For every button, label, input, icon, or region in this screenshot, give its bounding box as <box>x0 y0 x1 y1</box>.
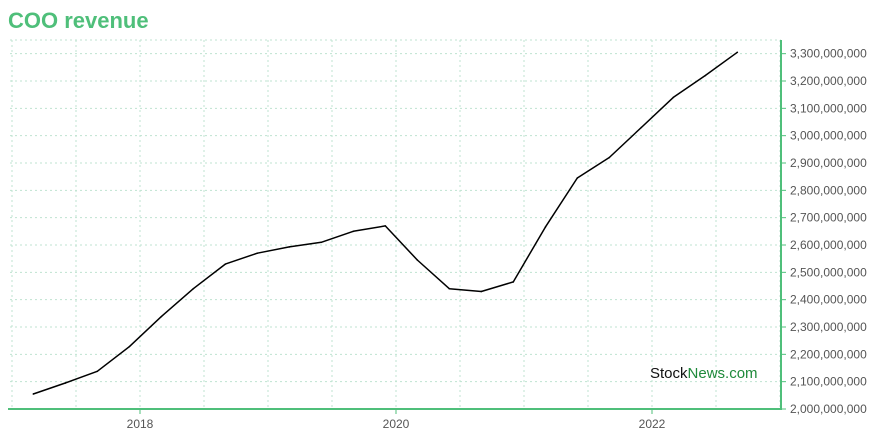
data-point <box>608 156 611 159</box>
y-tick-label: 2,100,000,000 <box>790 375 867 389</box>
data-point <box>288 246 291 248</box>
data-point <box>352 230 355 233</box>
watermark-logo: StockNews.com <box>650 365 758 382</box>
y-tick-label: 3,200,000,000 <box>790 74 867 88</box>
watermark-com: .com <box>725 365 758 382</box>
data-point <box>704 74 707 77</box>
x-tick-label: 2020 <box>383 417 410 431</box>
y-tick-label: 2,700,000,000 <box>790 211 867 225</box>
data-point <box>544 226 547 229</box>
watermark-stock: Stock <box>650 365 688 382</box>
data-point <box>576 177 579 179</box>
data-point <box>256 252 259 254</box>
data-point <box>320 241 323 244</box>
y-axis-ticks: 2,000,000,000 2,100,000,000 2,200,000,000 2… <box>790 47 867 416</box>
x-tick-label: 2018 <box>127 417 154 431</box>
data-point <box>160 315 163 318</box>
y-tick-label: 3,100,000,000 <box>790 101 867 115</box>
x-tick-label: 2022 <box>639 417 666 431</box>
data-point <box>32 393 35 395</box>
data-point <box>384 225 387 227</box>
data-point <box>640 126 643 129</box>
y-tick-label: 2,300,000,000 <box>790 320 867 334</box>
y-tick-label: 3,000,000,000 <box>790 129 867 143</box>
grid <box>10 39 781 410</box>
chart-title: COO revenue <box>8 8 149 33</box>
revenue-series-line <box>33 51 738 395</box>
data-point <box>128 345 131 348</box>
watermark-news: News <box>687 365 726 382</box>
data-point <box>736 51 739 54</box>
data-point <box>480 290 483 293</box>
y-tick-label: 2,600,000,000 <box>790 238 867 252</box>
data-point <box>512 281 515 283</box>
series-layer <box>32 51 739 395</box>
data-point <box>416 259 419 261</box>
y-tick-label: 2,400,000,000 <box>790 293 867 307</box>
y-tick-label: 2,800,000,000 <box>790 183 867 197</box>
y-tick-label: 3,300,000,000 <box>790 47 867 61</box>
x-axis-ticks: 2018 2020 2022 <box>127 417 666 431</box>
data-point <box>672 96 675 99</box>
data-point <box>96 370 99 373</box>
data-point <box>224 263 227 265</box>
y-tick-label: 2,500,000,000 <box>790 265 867 279</box>
axes <box>8 40 786 414</box>
data-point <box>192 287 195 290</box>
data-point <box>64 382 67 384</box>
data-point <box>448 287 451 290</box>
y-tick-label: 2,900,000,000 <box>790 156 867 170</box>
y-tick-label: 2,200,000,000 <box>790 347 867 361</box>
y-tick-label: 2,000,000,000 <box>790 402 867 416</box>
